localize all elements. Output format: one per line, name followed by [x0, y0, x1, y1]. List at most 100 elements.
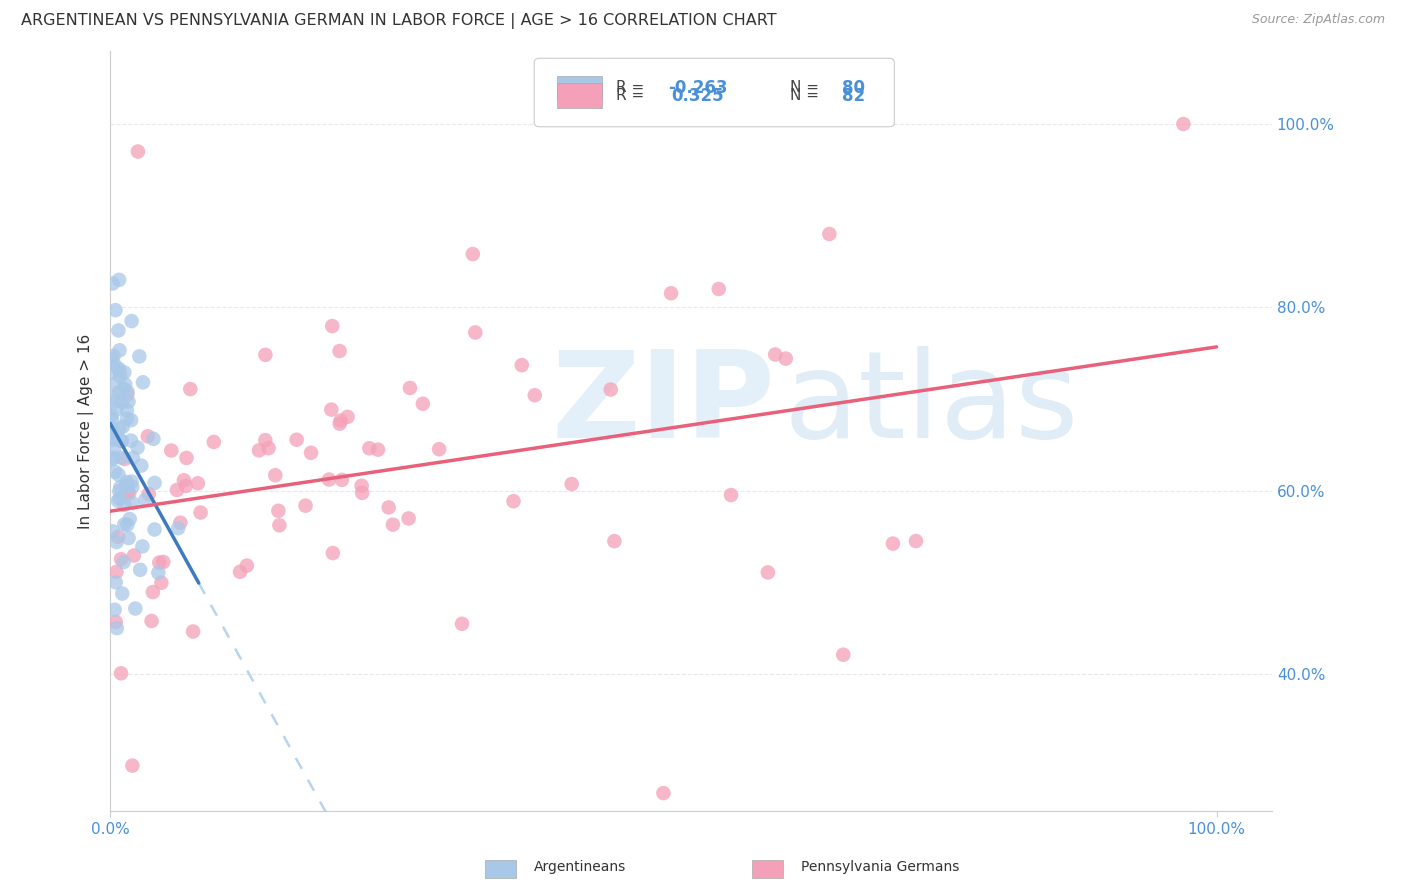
Point [107, 361, 129, 376]
Point [176, 450, 198, 465]
Point [101, 412, 124, 426]
Point [104, 603, 127, 617]
Point [142, 432, 165, 446]
Point [129, 563, 152, 577]
Point [294, 499, 316, 513]
Point [143, 523, 166, 537]
Point [264, 468, 287, 483]
Point [502, 494, 524, 508]
Point [427, 442, 450, 457]
Point [381, 517, 404, 532]
Point [267, 504, 290, 518]
Point [269, 518, 291, 533]
Point [173, 473, 195, 487]
Point [202, 434, 225, 449]
Point [115, 403, 138, 417]
Text: Pennsylvania Germans: Pennsylvania Germans [801, 860, 960, 874]
Point [285, 433, 308, 447]
Point [707, 282, 730, 296]
Point [121, 758, 143, 772]
Point [108, 491, 131, 506]
Text: ARGENTINEAN VS PENNSYLVANIA GERMAN IN LABOR FORCE | AGE > 16 CORRELATION CHART: ARGENTINEAN VS PENNSYLVANIA GERMAN IN LA… [21, 13, 776, 29]
Point [329, 417, 352, 431]
Point [108, 480, 131, 494]
Point [152, 555, 174, 569]
Point [100, 409, 122, 423]
Point [110, 434, 132, 448]
Point [321, 402, 343, 417]
Point [105, 535, 128, 549]
Point [110, 666, 132, 681]
Text: ZIP: ZIP [551, 346, 776, 463]
Point [105, 565, 128, 579]
Point [603, 534, 626, 549]
Point [107, 530, 129, 544]
Text: N =: N = [790, 80, 824, 95]
Point [121, 475, 143, 489]
Point [321, 319, 343, 334]
Point [101, 430, 124, 444]
Point [510, 358, 533, 372]
Point [121, 480, 143, 494]
Point [108, 273, 131, 287]
Text: R =: R = [616, 80, 648, 95]
Point [367, 442, 389, 457]
Point [247, 443, 270, 458]
Point [108, 343, 131, 358]
Point [174, 479, 197, 493]
Point [127, 145, 149, 159]
Point [122, 450, 145, 465]
Point [187, 476, 209, 491]
Point [179, 382, 201, 396]
Point [138, 487, 160, 501]
Point [117, 478, 139, 492]
Point [105, 621, 128, 635]
Point [108, 364, 131, 378]
Point [105, 402, 128, 417]
Point [169, 516, 191, 530]
Point [377, 500, 399, 515]
Point [236, 558, 259, 573]
Point [100, 452, 122, 467]
Point [100, 366, 122, 380]
Point [107, 323, 129, 337]
Point [141, 614, 163, 628]
Point [132, 376, 155, 390]
Point [108, 385, 131, 400]
Point [329, 413, 352, 427]
Point [818, 227, 841, 241]
Point [143, 475, 166, 490]
Point [652, 786, 675, 800]
Point [461, 247, 484, 261]
Point [763, 347, 786, 361]
Point [120, 434, 142, 448]
Legend:  [662, 65, 673, 77]
Point [110, 369, 132, 384]
Point [103, 442, 125, 456]
Point [904, 534, 927, 549]
Point [117, 384, 139, 399]
Point [229, 565, 252, 579]
Point [115, 475, 138, 489]
Point [112, 517, 135, 532]
Point [181, 624, 204, 639]
Point [359, 442, 381, 456]
Point [561, 477, 583, 491]
Point [1173, 117, 1195, 131]
Point [148, 556, 170, 570]
Point [117, 486, 139, 500]
Point [111, 395, 134, 409]
Point [107, 467, 129, 482]
Point [720, 488, 742, 502]
Point [104, 377, 127, 392]
Point [756, 566, 779, 580]
Point [150, 575, 173, 590]
Point [104, 465, 127, 479]
Point [160, 443, 183, 458]
FancyBboxPatch shape [558, 83, 602, 108]
Point [101, 433, 124, 447]
Point [128, 350, 150, 364]
Point [254, 348, 277, 362]
Text: Source: ZipAtlas.com: Source: ZipAtlas.com [1251, 13, 1385, 27]
Point [134, 492, 156, 507]
